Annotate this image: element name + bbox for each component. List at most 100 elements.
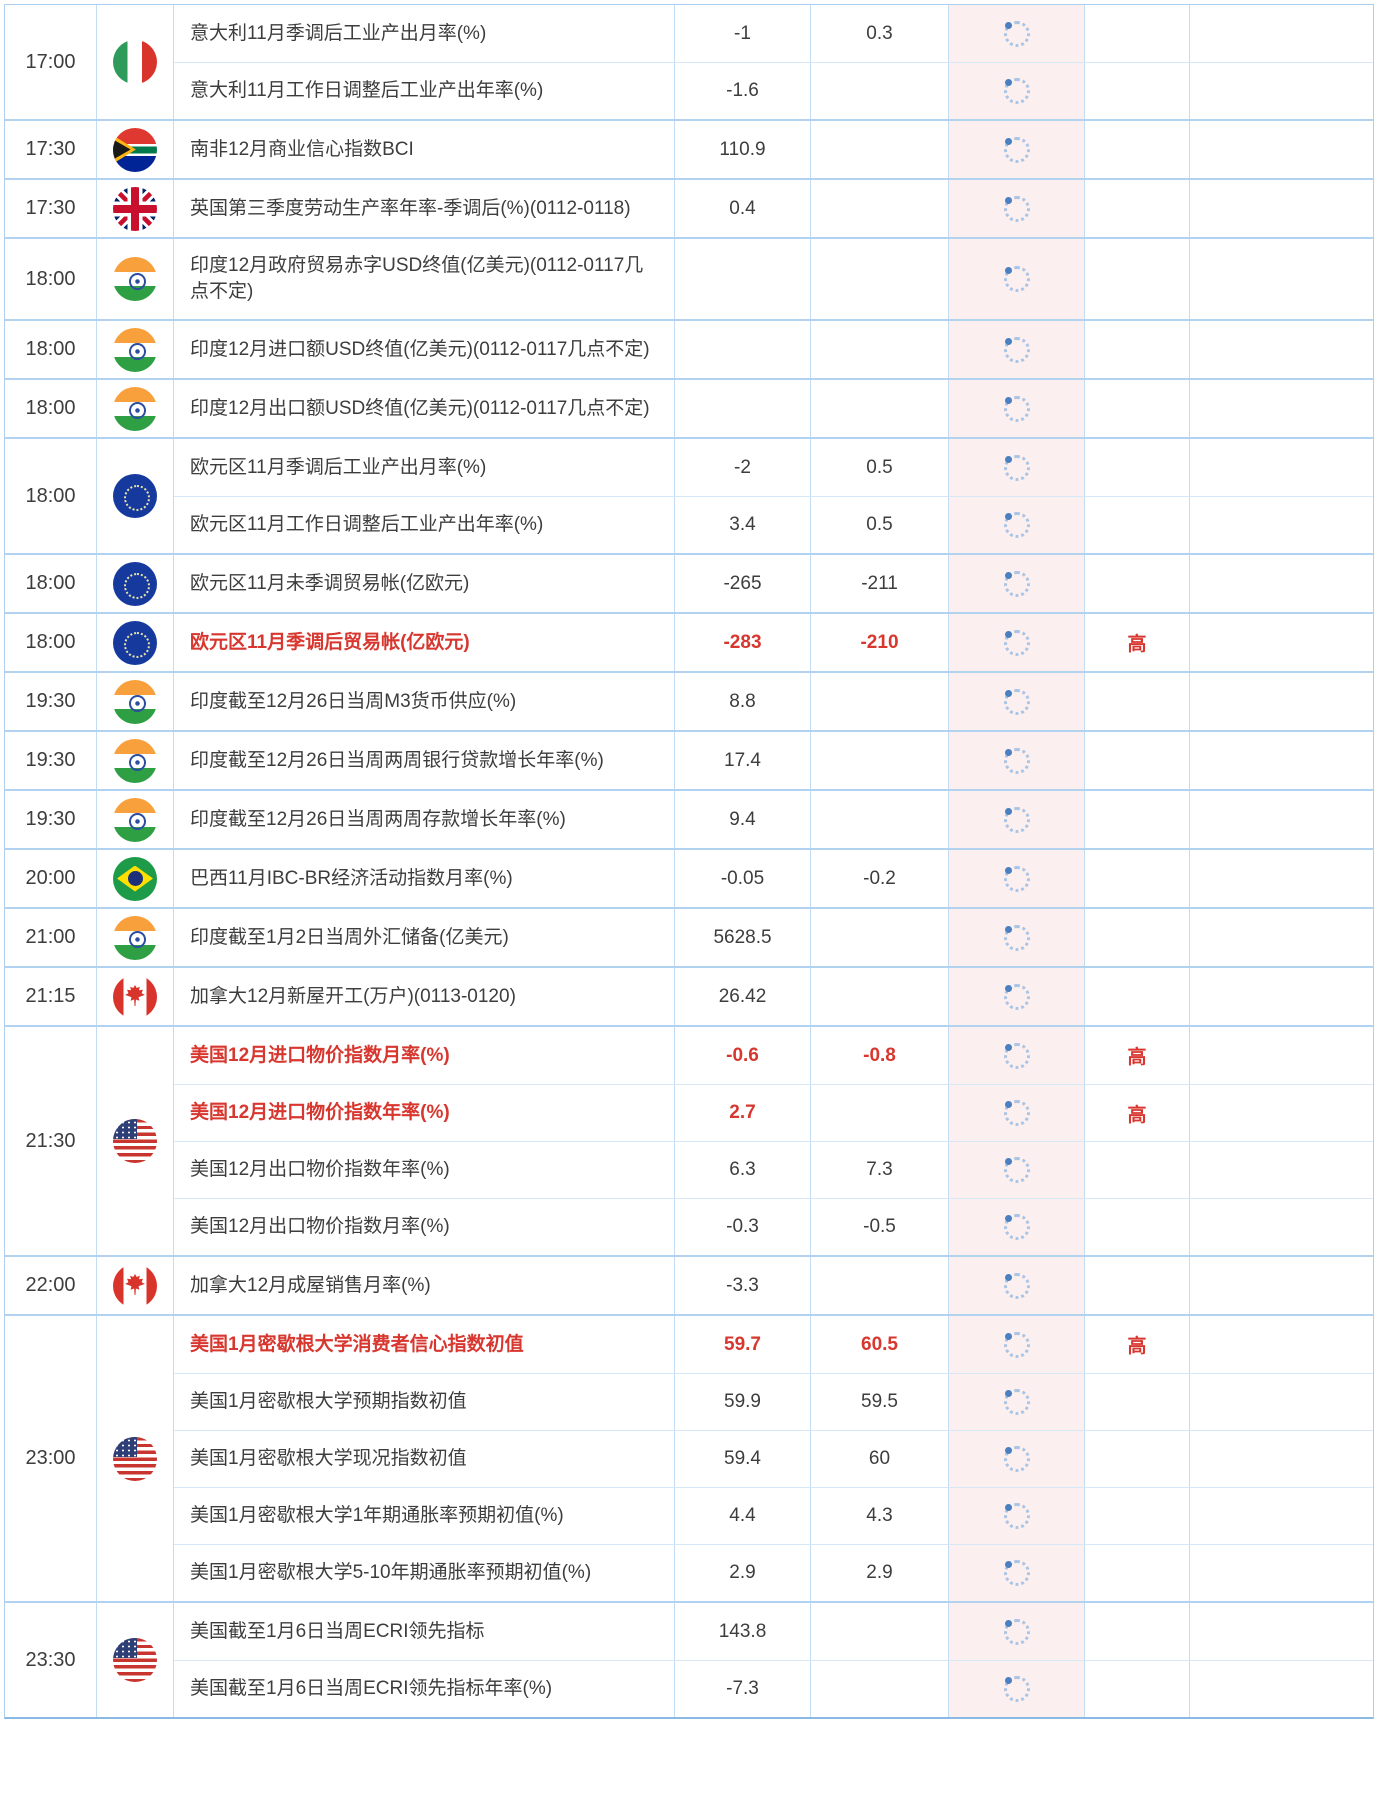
forecast-value: 59.5	[810, 1374, 948, 1430]
event-row: 意大利11月季调后工业产出月率(%) -1 0.3	[174, 5, 1373, 62]
event-group: 19:30 印度截至12月26日当周M3货币供应(%) 8.8	[5, 671, 1373, 730]
loading-spinner-icon	[1003, 266, 1030, 292]
event-row: 巴西11月IBC-BR经济活动指数月率(%) -0.05 -0.2	[174, 850, 1373, 907]
event-rows: 美国12月进口物价指数月率(%) -0.6 -0.8 高美国12月进口物价指数年率(%…	[173, 1027, 1373, 1255]
loading-spinner-icon	[1003, 195, 1030, 222]
flag-canada-icon	[113, 1263, 157, 1308]
time-label: 22:00	[25, 1274, 76, 1296]
loading-spinner-icon	[1003, 1272, 1030, 1299]
actual-value-cell	[948, 850, 1084, 907]
loading-spinner-icon	[1003, 395, 1030, 422]
event-rows: 英国第三季度劳动生产率年率-季调后(%)(0112-0118) 0.4	[173, 180, 1373, 237]
importance-badge	[1084, 380, 1189, 437]
actual-value-cell	[948, 1603, 1084, 1660]
flag-cell	[96, 673, 173, 730]
importance-badge	[1084, 1488, 1189, 1544]
importance-badge	[1084, 321, 1189, 378]
forecast-value	[810, 732, 948, 789]
importance-badge	[1084, 555, 1189, 612]
event-name: 南非12月商业信心指数BCI	[190, 138, 414, 160]
extra-cell	[1189, 1488, 1373, 1544]
forecast-value	[810, 968, 948, 1025]
event-row: 美国截至1月6日当周ECRI领先指标 143.8	[174, 1603, 1373, 1660]
loading-spinner-icon	[1003, 806, 1030, 833]
event-name: 印度截至12月26日当周M3货币供应(%)	[190, 690, 517, 712]
flag-italy-icon	[113, 40, 157, 84]
forecast-value	[810, 1085, 948, 1141]
forecast-value	[810, 63, 948, 119]
flag-eu-icon	[113, 620, 157, 665]
loading-spinner-icon	[1003, 1214, 1030, 1240]
forecast-value	[810, 321, 948, 378]
previous-value: 59.7	[674, 1316, 810, 1373]
forecast-value: 0.5	[810, 497, 948, 553]
actual-value-cell	[948, 909, 1084, 966]
event-name: 美国截至1月6日当周ECRI领先指标	[190, 1620, 485, 1642]
previous-value: -0.05	[674, 850, 810, 907]
importance-badge	[1084, 673, 1189, 730]
flag-cell	[96, 239, 173, 319]
flag-india-icon	[113, 386, 157, 431]
previous-value: -1.6	[674, 63, 810, 119]
extra-cell	[1189, 850, 1373, 907]
loading-spinner-icon	[1003, 1100, 1030, 1126]
extra-cell	[1189, 239, 1373, 319]
event-group: 22:00 加拿大12月成屋销售月率(%) -3.3	[5, 1255, 1373, 1314]
previous-value: 9.4	[674, 791, 810, 848]
event-row: 美国1月密歇根大学1年期通胀率预期初值(%) 4.4 4.3	[174, 1487, 1373, 1544]
previous-value: -2	[674, 439, 810, 496]
actual-value-cell	[948, 1545, 1084, 1601]
extra-cell	[1189, 439, 1373, 496]
event-rows: 印度截至1月2日当周外汇储备(亿美元) 5628.5	[173, 909, 1373, 966]
event-name: 印度截至1月2日当周外汇储备(亿美元)	[190, 926, 509, 948]
extra-cell	[1189, 1316, 1373, 1373]
previous-value: 26.42	[674, 968, 810, 1025]
flag-cell	[96, 1027, 173, 1255]
time-label: 21:00	[25, 926, 76, 948]
time-label: 17:00	[25, 50, 76, 73]
event-name: 美国12月进口物价指数年率(%)	[190, 1102, 450, 1123]
event-name: 美国1月密歇根大学预期指数初值	[190, 1391, 467, 1412]
importance-badge	[1084, 968, 1189, 1025]
importance-badge: 高	[1084, 1027, 1189, 1084]
importance-badge	[1084, 1603, 1189, 1660]
loading-spinner-icon	[1003, 20, 1030, 47]
extra-cell	[1189, 380, 1373, 437]
event-row: 印度12月进口额USD终值(亿美元)(0112-0117几点不定)	[174, 321, 1373, 378]
event-row: 美国12月进口物价指数年率(%) 2.7 高	[174, 1084, 1373, 1141]
actual-value-cell	[948, 121, 1084, 178]
event-rows: 印度12月出口额USD终值(亿美元)(0112-0117几点不定)	[173, 380, 1373, 437]
forecast-value: 7.3	[810, 1142, 948, 1198]
importance-badge	[1084, 1257, 1189, 1314]
event-name: 美国12月出口物价指数月率(%)	[190, 1216, 450, 1237]
event-group: 17:30 南非12月商业信心指数BCI 110.9	[5, 119, 1373, 178]
event-group: 19:30 印度截至12月26日当周两周银行贷款增长年率(%) 17.4	[5, 730, 1373, 789]
event-rows: 加拿大12月成屋销售月率(%) -3.3	[173, 1257, 1373, 1314]
importance-badge	[1084, 121, 1189, 178]
previous-value: 4.4	[674, 1488, 810, 1544]
previous-value: 3.4	[674, 497, 810, 553]
event-rows: 印度截至12月26日当周两周银行贷款增长年率(%) 17.4	[173, 732, 1373, 789]
loading-spinner-icon	[1003, 512, 1030, 538]
importance-badge	[1084, 239, 1189, 319]
event-row: 印度截至1月2日当周外汇储备(亿美元) 5628.5	[174, 909, 1373, 966]
loading-spinner-icon	[1003, 1157, 1030, 1183]
event-row: 欧元区11月未季调贸易帐(亿欧元) -265 -211	[174, 555, 1373, 612]
previous-value: 5628.5	[674, 909, 810, 966]
previous-value: 59.4	[674, 1431, 810, 1487]
extra-cell	[1189, 1142, 1373, 1198]
actual-value-cell	[948, 614, 1084, 671]
extra-cell	[1189, 1027, 1373, 1084]
flag-india-icon	[113, 738, 157, 783]
event-group: 21:00 印度截至1月2日当周外汇储备(亿美元) 5628.5	[5, 907, 1373, 966]
importance-badge	[1084, 850, 1189, 907]
event-group: 18:00 印度12月政府贸易赤字USD终值(亿美元)(0112-0117几点不定…	[5, 237, 1373, 319]
event-row: 加拿大12月新屋开工(万户)(0113-0120) 26.42	[174, 968, 1373, 1025]
event-name: 美国1月密歇根大学5-10年期通胀率预期初值(%)	[190, 1562, 592, 1583]
flag-cell	[96, 321, 173, 378]
event-rows: 欧元区11月未季调贸易帐(亿欧元) -265 -211	[173, 555, 1373, 612]
forecast-value: -0.2	[810, 850, 948, 907]
event-row: 美国截至1月6日当周ECRI领先指标年率(%) -7.3	[174, 1660, 1373, 1717]
flag-cell	[96, 180, 173, 237]
extra-cell	[1189, 1545, 1373, 1601]
